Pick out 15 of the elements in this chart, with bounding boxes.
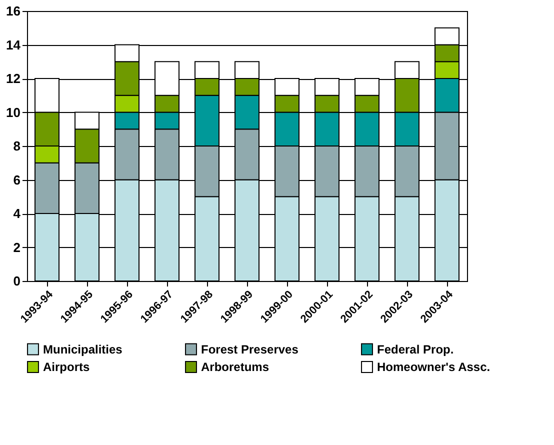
y-tick-label: 0 (13, 274, 20, 288)
y-tick-label: 8 (13, 138, 20, 154)
legend-label: Airports (43, 360, 90, 374)
y-tick-label: 4 (13, 206, 22, 221)
y-tick-label: 10 (6, 104, 20, 120)
legend-label: Federal Prop. (377, 342, 454, 356)
y-tick-label: 6 (13, 172, 20, 188)
y-tick-label: 14 (6, 37, 22, 52)
legend-label: Municipalities (43, 342, 123, 356)
y-tick-label: 12 (6, 71, 20, 86)
legend-label: Forest Preserves (201, 342, 299, 356)
y-tick-label: 2 (13, 240, 20, 255)
y-tick-label: 16 (6, 4, 20, 18)
legend-label: Homeowner's Assc. (377, 360, 490, 374)
legend-label: Arboretums (201, 360, 270, 374)
